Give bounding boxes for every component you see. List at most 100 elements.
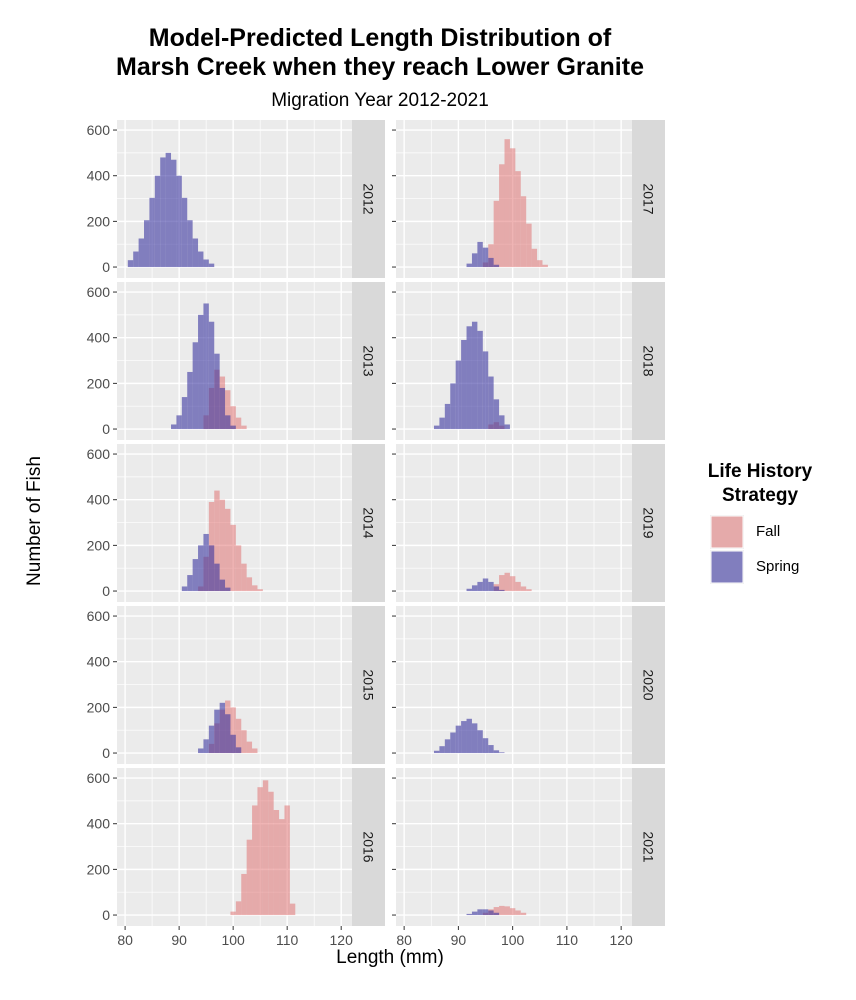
histogram-bar-fall — [504, 139, 510, 268]
histogram-bar-spring — [499, 589, 505, 592]
facet-label: 2018 — [641, 345, 657, 376]
facet-label: 2012 — [361, 183, 377, 214]
histogram-bar-spring — [176, 415, 182, 430]
histogram-bar-spring — [477, 241, 483, 268]
histogram-bar-spring — [181, 586, 188, 592]
histogram-bar-spring — [230, 734, 236, 754]
histogram-bar-fall — [246, 741, 253, 754]
histogram-bar-spring — [433, 750, 440, 754]
histogram-bar-spring — [208, 725, 215, 754]
histogram-bar-fall — [230, 524, 236, 592]
histogram-bar-spring — [181, 197, 188, 268]
histogram-bar-spring — [208, 545, 215, 592]
x-tick-label: 90 — [451, 932, 467, 948]
facet-strip — [632, 768, 665, 926]
facet-label: 2019 — [641, 507, 657, 538]
y-tick-label: 600 — [87, 446, 111, 462]
histogram-bar-fall — [504, 906, 510, 916]
histogram-bar-spring — [477, 909, 483, 916]
histogram-bar-fall — [241, 425, 247, 430]
panel-background — [396, 444, 632, 602]
facet-strip — [352, 606, 385, 764]
facet-label: 2016 — [361, 831, 377, 862]
histogram-bar-spring — [466, 588, 472, 592]
histogram-bar-spring — [160, 157, 166, 268]
histogram-bar-fall — [268, 791, 274, 916]
y-tick-label: 0 — [102, 745, 110, 761]
chart-subtitle: Migration Year 2012-2021 — [271, 90, 489, 111]
facet-strip — [632, 606, 665, 764]
histogram-bar-fall — [252, 585, 258, 592]
x-tick-label: 120 — [330, 932, 354, 948]
facet-strip — [632, 282, 665, 440]
histogram-bar-spring — [450, 732, 456, 754]
histogram-bar-fall — [520, 586, 527, 592]
legend-key-spring — [710, 550, 744, 584]
histogram-bar-spring — [455, 360, 462, 430]
histogram-bar-fall — [241, 873, 247, 916]
histogram-bar-fall — [499, 905, 505, 916]
histogram-bar-spring — [482, 351, 489, 430]
histogram-bar-spring — [198, 314, 204, 430]
histogram-bar-fall — [235, 718, 242, 754]
histogram-bar-spring — [488, 257, 494, 268]
x-axis-label: Length (mm) — [336, 947, 444, 968]
histogram-bar-spring — [198, 545, 204, 592]
histogram-bar-fall — [273, 810, 280, 916]
histogram-bar-fall — [262, 780, 269, 916]
histogram-bar-fall — [246, 577, 253, 592]
histogram-bar-spring — [219, 387, 226, 430]
histogram-bar-fall — [509, 576, 516, 592]
histogram-bar-fall — [219, 499, 226, 592]
histogram-bar-spring — [477, 330, 483, 430]
y-tick-label: 400 — [87, 654, 111, 670]
histogram-bar-fall — [230, 406, 236, 430]
histogram-bar-spring — [187, 575, 193, 592]
histogram-bar-fall — [493, 200, 500, 268]
histogram-bar-spring — [439, 746, 445, 754]
histogram-bar-fall — [257, 787, 263, 916]
facet-strip — [632, 444, 665, 602]
histogram-bar-fall — [499, 575, 505, 592]
y-tick-label: 600 — [87, 608, 111, 624]
histogram-bar-fall — [252, 748, 258, 754]
histogram-bar-fall — [520, 196, 527, 268]
histogram-bar-spring — [504, 424, 510, 430]
histogram-bar-spring — [187, 220, 193, 268]
histogram-bar-spring — [149, 197, 155, 268]
facet-label: 2020 — [641, 669, 657, 700]
histogram-bar-spring — [466, 263, 472, 268]
histogram-bar-fall — [509, 148, 516, 268]
facet-strip — [352, 444, 385, 602]
histogram-bar-fall — [542, 264, 548, 268]
histogram-bar-spring — [203, 259, 209, 268]
histogram-bar-fall — [235, 901, 242, 916]
y-tick-label: 400 — [87, 168, 111, 184]
histogram-bar-spring — [499, 415, 505, 430]
histogram-bar-spring — [133, 251, 139, 268]
histogram-bar-spring — [214, 353, 220, 430]
panel-background — [396, 606, 632, 764]
histogram-bar-fall — [225, 390, 231, 430]
x-tick-label: 110 — [276, 932, 299, 948]
histogram-bar-fall — [214, 490, 220, 592]
histogram-bar-spring — [192, 559, 199, 592]
histogram-bar-spring — [466, 326, 472, 430]
histogram-bar-fall — [526, 223, 532, 268]
facet-label: 2013 — [361, 345, 377, 376]
histogram-bar-spring — [225, 714, 231, 754]
histogram-bar-spring — [192, 342, 199, 430]
panel-background — [396, 282, 632, 440]
histogram-bar-spring — [208, 263, 215, 268]
histogram-bar-spring — [499, 752, 505, 754]
legend-label-spring: Spring — [756, 558, 800, 575]
histogram-bar-spring — [433, 425, 440, 430]
histogram-bar-spring — [208, 321, 215, 430]
histogram-bar-spring — [461, 339, 467, 430]
histogram-bar-spring — [214, 563, 220, 592]
y-tick-label: 400 — [87, 492, 111, 508]
facet-strip — [352, 120, 385, 278]
histogram-bar-spring — [176, 175, 182, 268]
